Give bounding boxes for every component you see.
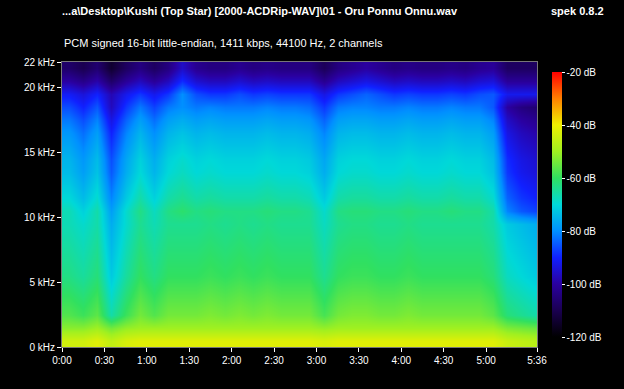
svg-text:-100 dB: -100 dB [567, 279, 602, 290]
svg-text:spek 0.8.2: spek 0.8.2 [551, 5, 604, 17]
svg-text:1:00: 1:00 [137, 355, 157, 366]
svg-text:0:00: 0:00 [52, 355, 72, 366]
svg-text:5 kHz: 5 kHz [29, 277, 55, 288]
svg-text:0 kHz: 0 kHz [29, 342, 55, 353]
svg-text:5:36: 5:36 [527, 355, 547, 366]
svg-text:2:30: 2:30 [264, 355, 284, 366]
svg-text:...a\Desktop\Kushi (Top Star): ...a\Desktop\Kushi (Top Star) [2000-ACDR… [62, 5, 458, 17]
svg-text:-80 dB: -80 dB [567, 226, 597, 237]
svg-text:22 kHz: 22 kHz [24, 57, 55, 68]
svg-text:15 kHz: 15 kHz [24, 147, 55, 158]
svg-text:5:00: 5:00 [476, 355, 496, 366]
svg-text:-120 dB: -120 dB [567, 332, 602, 343]
svg-text:0:30: 0:30 [95, 355, 115, 366]
svg-text:3:00: 3:00 [307, 355, 327, 366]
svg-text:-60 dB: -60 dB [567, 173, 597, 184]
svg-text:4:30: 4:30 [434, 355, 454, 366]
svg-text:2:00: 2:00 [222, 355, 242, 366]
svg-text:1:30: 1:30 [179, 355, 199, 366]
svg-text:20 kHz: 20 kHz [24, 82, 55, 93]
svg-text:-40 dB: -40 dB [567, 120, 597, 131]
svg-text:10 kHz: 10 kHz [24, 212, 55, 223]
svg-text:4:00: 4:00 [392, 355, 412, 366]
svg-text:-20 dB: -20 dB [567, 67, 597, 78]
svg-text:3:30: 3:30 [349, 355, 369, 366]
svg-text:PCM signed 16-bit little-endia: PCM signed 16-bit little-endian, 1411 kb… [64, 37, 383, 49]
